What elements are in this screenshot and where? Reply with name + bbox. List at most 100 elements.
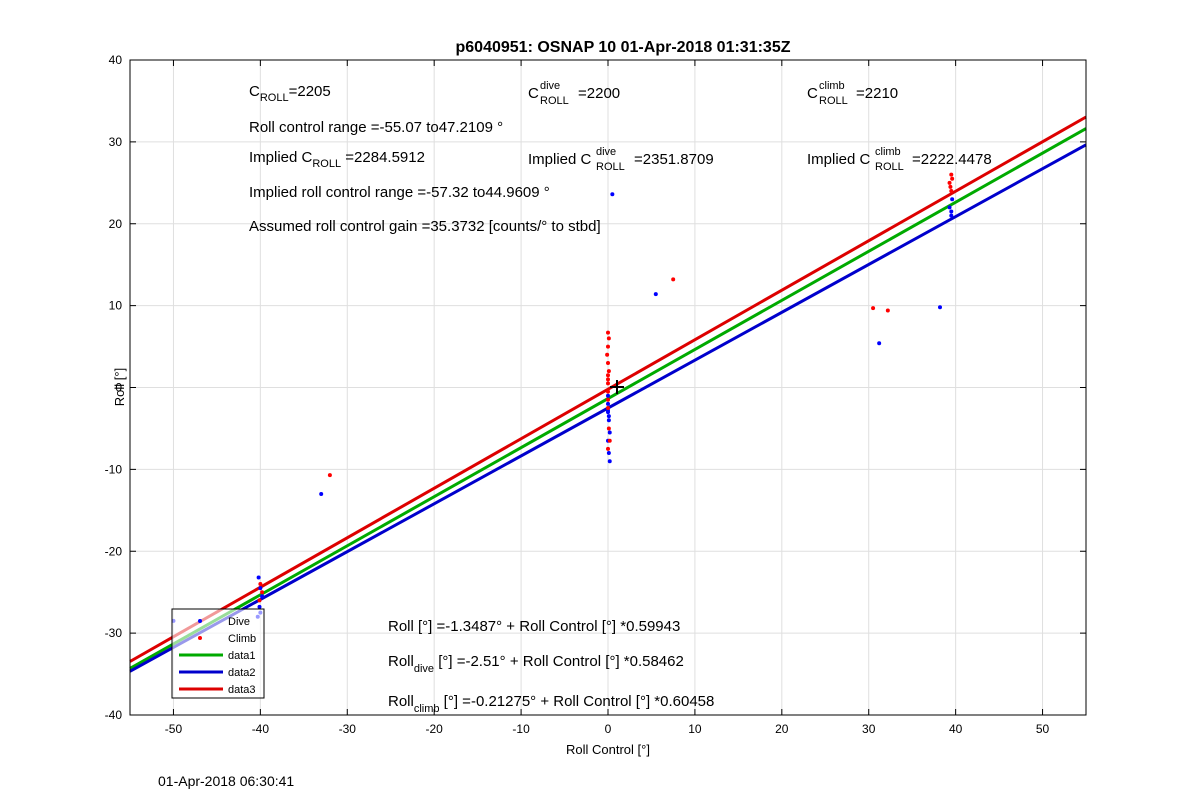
point-climb	[606, 330, 610, 335]
legend-marker-dive	[198, 619, 202, 623]
annotation-c-roll-dive-value: =2200	[578, 85, 620, 102]
point-climb	[606, 389, 610, 394]
x-tick-label: 20	[775, 722, 789, 736]
point-dive	[260, 594, 265, 599]
x-tick-label: 10	[688, 722, 702, 736]
annotation-fit-all: Roll [°] =-1.3487° + Roll Control [°] *0…	[388, 618, 680, 635]
legend-label: data1	[228, 650, 256, 662]
point-climb	[257, 598, 262, 603]
point-dive	[607, 430, 612, 435]
point-climb	[950, 176, 955, 181]
x-tick-label: -20	[426, 722, 444, 736]
point-dive	[950, 197, 955, 202]
annotation-implied-c-roll-climb-value: =2222.4478	[912, 151, 992, 168]
x-tick-label: 0	[605, 722, 612, 736]
point-climb	[606, 377, 610, 382]
annotation-c-roll-dive-sup: dive	[540, 80, 560, 92]
point-climb	[871, 306, 876, 311]
timestamp: 01-Apr-2018 06:30:41	[158, 773, 295, 789]
point-climb	[605, 352, 610, 357]
annotation-implied-c-roll-dive: Implied C	[528, 151, 592, 168]
y-tick-label: 40	[109, 53, 123, 67]
x-tick-label: -40	[252, 722, 270, 736]
point-climb	[606, 446, 610, 451]
chart-title: p6040951: OSNAP 10 01-Apr-2018 01:31:35Z	[456, 39, 791, 56]
point-climb	[327, 473, 332, 478]
point-climb	[947, 180, 952, 185]
point-dive	[606, 401, 610, 406]
point-climb	[948, 184, 953, 189]
x-tick-label: 40	[949, 722, 963, 736]
point-dive	[937, 305, 942, 310]
annotation-implied-c-roll: Implied CROLL =2284.5912	[249, 149, 425, 170]
x-tick-label: 50	[1036, 722, 1050, 736]
point-dive	[606, 393, 610, 398]
x-tick-label: 30	[862, 722, 876, 736]
point-climb	[606, 381, 610, 386]
point-dive	[610, 192, 615, 197]
fit-line-data3	[129, 115, 1087, 663]
legend-label: Climb	[228, 633, 256, 645]
legend: Dive Climb data1 data2 data3	[171, 608, 265, 699]
annotation-fit-dive: Rolldive [°] =-2.51° + Roll Control [°] …	[388, 653, 684, 675]
y-tick-label: 0	[115, 381, 122, 395]
annotation-implied-c-roll-dive-sub: ROLL	[596, 161, 625, 173]
y-tick-label: -10	[105, 462, 123, 476]
point-dive	[877, 341, 882, 346]
point-climb	[607, 438, 612, 443]
annotation-implied-c-roll-dive-sup: dive	[596, 146, 616, 158]
y-axis-label: Roll [°]	[112, 368, 127, 406]
x-tick-label: -30	[339, 722, 357, 736]
point-climb	[606, 336, 611, 341]
point-climb	[606, 360, 610, 365]
annotation-roll-control-range: Roll control range =-55.07 to47.2109 °	[249, 119, 503, 136]
point-dive	[653, 292, 658, 297]
center-marker	[610, 380, 624, 394]
point-climb	[606, 373, 610, 378]
x-axis-label: Roll Control [°]	[566, 742, 650, 757]
x-tick-label: -50	[165, 722, 183, 736]
annotation-c-roll-climb-sub: ROLL	[819, 95, 848, 107]
legend-marker-climb	[198, 636, 202, 640]
y-tick-label: 20	[109, 217, 123, 231]
y-tick-label: -20	[105, 544, 123, 558]
point-climb	[885, 308, 890, 313]
x-tick-label: -10	[512, 722, 530, 736]
annotation-implied-c-roll-climb-sup: climb	[875, 146, 901, 158]
annotation-assumed-gain: Assumed roll control gain =35.3732 [coun…	[249, 218, 601, 235]
point-climb	[606, 369, 611, 374]
annotation-c-roll-dive-sub: ROLL	[540, 95, 569, 107]
point-climb	[606, 344, 610, 349]
annotation-c-roll-climb: C	[807, 85, 818, 102]
point-dive	[606, 418, 611, 423]
point-dive	[949, 209, 954, 214]
legend-label: Dive	[228, 616, 250, 628]
legend-label: data3	[228, 684, 256, 696]
point-climb	[949, 172, 954, 177]
point-dive	[256, 575, 261, 580]
y-tick-label: 30	[109, 135, 123, 149]
axis-ticks: -50 -40 -30 -20 -10 0 10 20 30 40 50 -40 -30 -20 -10 0 1…	[105, 53, 1086, 736]
annotation-c-roll-climb-value: =2210	[856, 85, 898, 102]
data-points	[171, 172, 955, 623]
point-dive	[607, 459, 612, 464]
annotation-c-roll-dive: C	[528, 85, 539, 102]
point-dive	[258, 586, 263, 591]
annotation-c-roll-climb-sup: climb	[819, 80, 845, 92]
annotation-implied-c-roll-dive-value: =2351.8709	[634, 151, 714, 168]
y-tick-label: -30	[105, 626, 123, 640]
point-dive	[947, 205, 952, 210]
point-dive	[949, 213, 954, 218]
point-climb	[949, 189, 954, 193]
y-tick-label: 10	[109, 299, 123, 313]
point-climb	[258, 582, 263, 586]
point-dive	[257, 604, 262, 609]
point-climb	[606, 405, 610, 410]
legend-label: data2	[228, 667, 256, 679]
point-climb	[606, 426, 611, 431]
annotation-fit-climb: Rollclimb [°] =-0.21275° + Roll Control …	[388, 693, 714, 715]
annotation-implied-c-roll-climb: Implied C	[807, 151, 871, 168]
y-tick-label: -40	[105, 708, 123, 722]
point-dive	[319, 491, 324, 496]
